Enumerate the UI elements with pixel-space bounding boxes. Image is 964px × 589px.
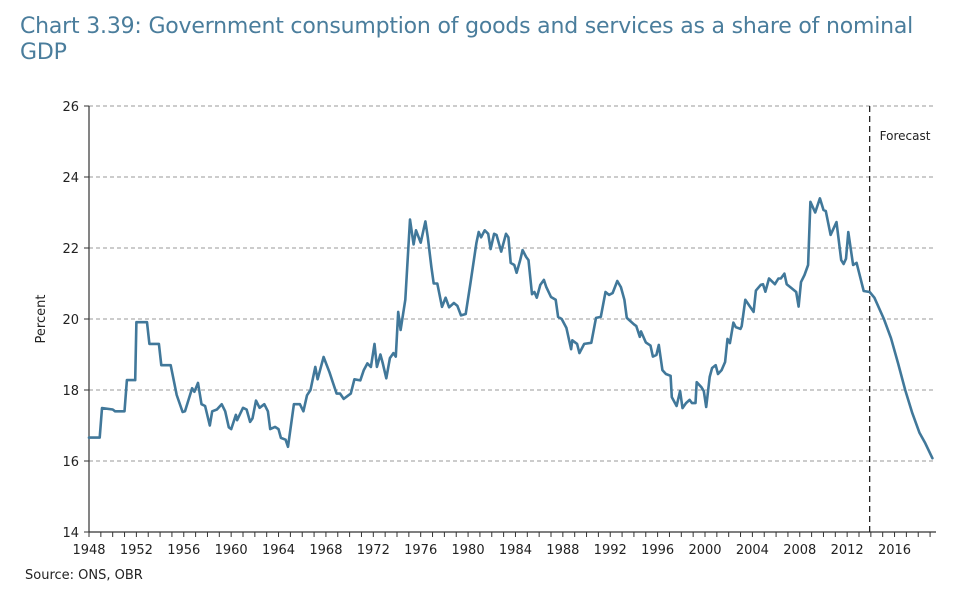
x-axis: 1948 1952 1956 1960 1964 1968 1972 1976 1980 1984… [72, 531, 936, 558]
x-tick-label: 2004 [736, 543, 769, 558]
annotations: Forecast [869, 106, 931, 532]
y-axis: 14 16 18 20 22 24 26 [62, 100, 90, 541]
y-tick-label: 26 [62, 100, 79, 115]
chart-title: Chart 3.39: Government consumption of go… [20, 14, 914, 65]
x-tick-label: 2000 [688, 543, 721, 558]
x-tick-label: 1956 [167, 543, 200, 558]
y-tick-label: 14 [62, 526, 79, 541]
x-tick-label: 2012 [831, 543, 864, 558]
y-tick-label: 20 [62, 313, 79, 328]
forecast-label: Forecast [880, 129, 931, 143]
x-tick-label: 1968 [309, 543, 342, 558]
x-tick-label: 1976 [404, 543, 437, 558]
series-line [87, 197, 934, 460]
x-tick-label: 1988 [546, 543, 579, 558]
x-tick-label: 1964 [262, 543, 295, 558]
x-tick-label: 1984 [499, 543, 532, 558]
x-tick-label: 1980 [452, 543, 485, 558]
y-axis-title: Percent [34, 295, 49, 344]
y-tick-label: 22 [62, 242, 79, 257]
x-tick-label: 1992 [594, 543, 627, 558]
x-tick-label: 1952 [120, 543, 153, 558]
gridlines [89, 105, 936, 462]
x-tick-label: 1972 [357, 543, 390, 558]
y-tick-label: 18 [62, 384, 79, 399]
x-tick-label: 2008 [783, 543, 816, 558]
source-note: Source: ONS, OBR [25, 568, 143, 583]
y-tick-label: 24 [62, 171, 79, 186]
series-group [87, 197, 934, 460]
x-tick-label: 1948 [72, 543, 105, 558]
x-tick-label: 1960 [215, 543, 248, 558]
x-tick-label: 2016 [878, 543, 911, 558]
x-tick-label: 1996 [641, 543, 674, 558]
y-tick-label: 16 [62, 455, 79, 470]
